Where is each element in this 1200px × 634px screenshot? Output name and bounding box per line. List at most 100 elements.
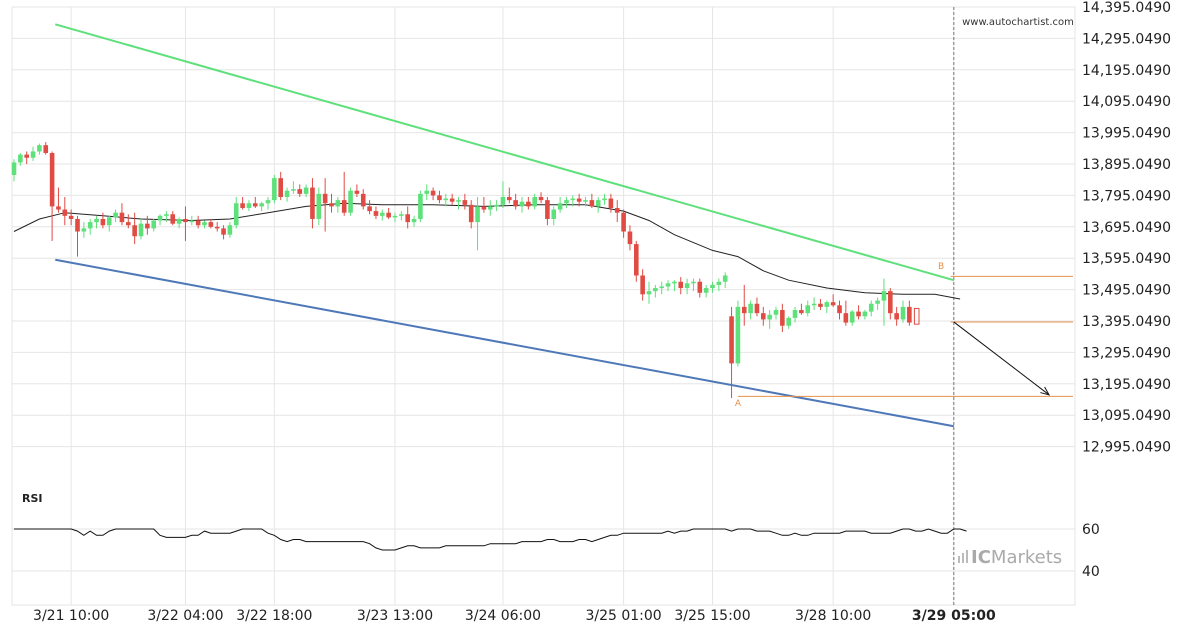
y-tick-label: 13,095.0490: [1082, 408, 1171, 424]
candle-body: [202, 222, 207, 226]
brand-name: ICMarkets: [971, 547, 1062, 568]
candle-body: [87, 222, 93, 229]
y-tick-label: 13,695.0490: [1082, 220, 1171, 236]
candle-body: [259, 203, 264, 207]
candle-body: [94, 218, 99, 223]
candle-body: [773, 310, 779, 315]
candle-body: [907, 306, 912, 323]
y-tick-label: 12,995.0490: [1082, 440, 1171, 456]
candle-body: [875, 300, 880, 304]
trendline-upper: [55, 23, 955, 282]
grid: [11, 6, 1076, 606]
candle-body: [538, 196, 544, 201]
candle-body: [811, 303, 817, 306]
candle-body: [297, 189, 303, 194]
candle-body: [691, 281, 696, 284]
candle-body: [240, 203, 245, 208]
candle-body: [310, 187, 315, 219]
candle-body: [716, 281, 722, 285]
candle-body: [164, 214, 169, 216]
point-label-B: B: [938, 262, 944, 272]
candle-body: [233, 203, 239, 226]
candle-body: [335, 200, 341, 207]
candle-body: [608, 198, 614, 208]
candle-body: [75, 218, 80, 232]
candle-body: [646, 291, 652, 295]
candle-body: [456, 200, 461, 202]
candle-body: [583, 200, 588, 202]
candle-body: [322, 193, 328, 204]
y-tick-label: 13,195.0490: [1082, 377, 1171, 393]
candle-body: [487, 206, 493, 210]
forecast-arrow-head: [1040, 386, 1051, 396]
rsi-tick-label: 60: [1082, 522, 1100, 538]
candle-body: [805, 305, 811, 314]
candle-body: [780, 310, 785, 326]
candle-body: [767, 314, 772, 320]
candle-body: [183, 218, 188, 223]
candle-body: [513, 200, 518, 207]
brand-logo: ICMarkets: [958, 547, 1062, 568]
candle-body: [741, 306, 747, 314]
rsi-line: [14, 528, 967, 551]
y-tick-label: 13,495.0490: [1082, 283, 1171, 299]
candle-body: [462, 200, 468, 205]
candle-body: [341, 200, 347, 213]
candle-body: [195, 220, 201, 226]
candle-body: [138, 223, 144, 237]
levels: AB: [735, 262, 1073, 409]
candle-forming: [913, 307, 920, 325]
candle-body: [418, 193, 423, 219]
x-tick-label: 3/21 10:00: [33, 608, 109, 624]
candle-body: [564, 200, 569, 204]
candle-body: [126, 222, 131, 226]
candle-body: [653, 288, 658, 292]
candle-body: [329, 203, 334, 207]
candle-body: [106, 217, 112, 226]
candle-body: [837, 305, 842, 314]
candle-body: [881, 291, 887, 301]
candle-body: [132, 225, 137, 237]
candle-body: [475, 206, 480, 223]
candle-body: [380, 212, 385, 216]
candle-body: [900, 306, 906, 320]
forecast-arrow-line: [953, 321, 1050, 396]
candle-body: [551, 209, 557, 219]
candle-body: [856, 311, 861, 317]
y-tick-label: 13,595.0490: [1082, 251, 1171, 267]
brand-bar-3: [966, 550, 968, 563]
axes: 14,395.0490 14,295.0490 14,195.0490 14,095.…: [33, 0, 1171, 624]
candle-body: [868, 303, 874, 312]
trendlines: [55, 23, 955, 428]
candle-body: [367, 206, 372, 212]
candle-body: [481, 206, 487, 210]
candle-body: [62, 209, 68, 216]
candle-body: [43, 145, 49, 154]
candle-body: [272, 178, 277, 201]
candle-body: [145, 223, 150, 229]
candle-body: [824, 302, 830, 307]
y-tick-label: 14,095.0490: [1082, 94, 1171, 110]
candle-body: [576, 198, 582, 202]
brand-bar-2: [962, 553, 964, 563]
candle-body: [532, 196, 537, 207]
candle-body: [437, 195, 442, 201]
x-tick-label: 3/23 13:00: [357, 608, 433, 624]
candle-body: [170, 214, 176, 224]
rsi-label: RSI: [22, 492, 43, 505]
candle-body: [672, 281, 677, 284]
x-tick-label: 3/25 01:00: [585, 608, 661, 624]
candle-body: [614, 207, 620, 213]
x-tick-label: 3/22 04:00: [147, 608, 223, 624]
candle-body: [113, 212, 118, 218]
candle-body: [68, 215, 74, 219]
trendline-lower: [55, 258, 954, 428]
candle-body: [697, 281, 703, 293]
x-tick-label: 3/29 05:00: [912, 608, 996, 624]
candle-body: [411, 218, 417, 223]
candle-body: [545, 200, 550, 219]
candle-body: [405, 214, 410, 223]
candle-body: [208, 222, 214, 227]
